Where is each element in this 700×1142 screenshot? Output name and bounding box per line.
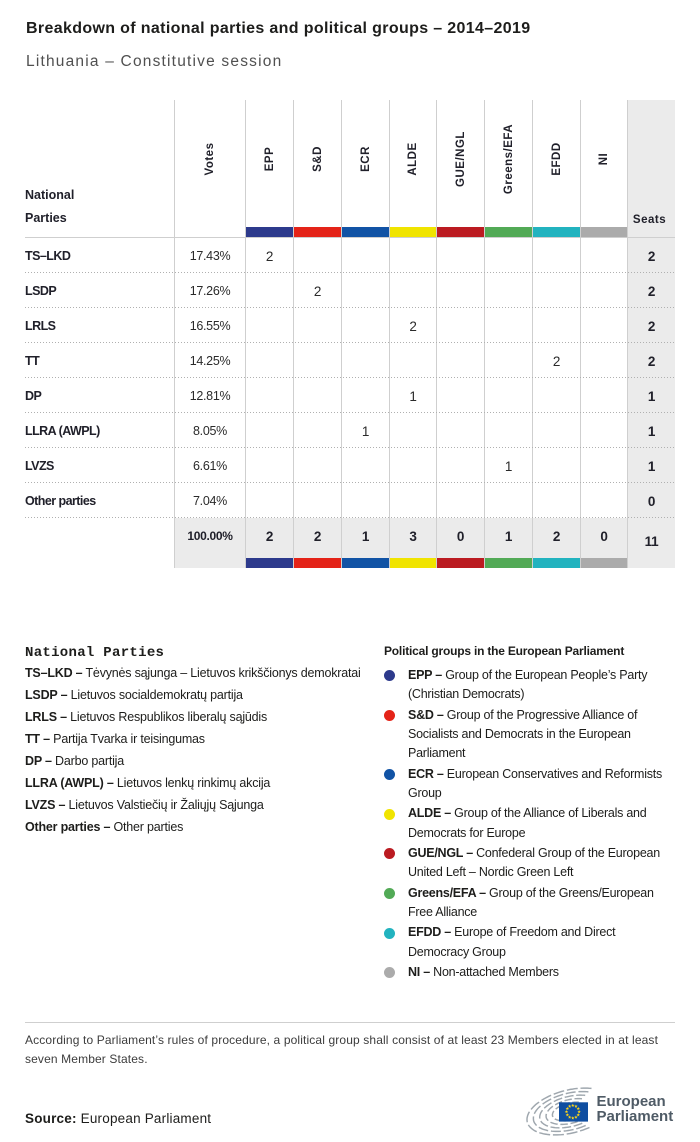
svg-text:European: European xyxy=(597,1093,666,1110)
svg-text:Parliament: Parliament xyxy=(597,1108,674,1125)
